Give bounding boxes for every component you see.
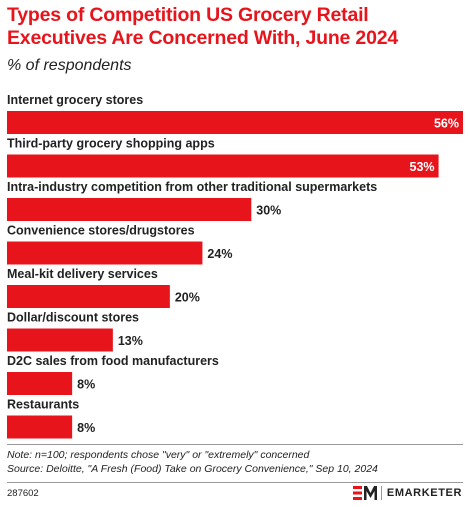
category-label: Convenience stores/drugstores	[7, 224, 195, 238]
category-label: Meal-kit delivery services	[7, 267, 158, 281]
notes-divider	[7, 444, 463, 445]
bar	[7, 328, 113, 352]
chart-notes: Note: n=100; respondents chose "very" or…	[7, 449, 467, 476]
chart-id: 287602	[7, 488, 39, 499]
value-label: 8%	[77, 378, 95, 392]
value-label: 24%	[207, 247, 232, 261]
footer-divider	[7, 482, 463, 483]
category-label: Restaurants	[7, 398, 79, 412]
brand-name: EMARKETER	[386, 487, 462, 499]
bar	[7, 198, 252, 221]
category-label: D2C sales from food manufacturers	[7, 354, 219, 368]
value-label: 13%	[118, 334, 143, 348]
value-label: 30%	[256, 204, 281, 218]
category-label: Intra-industry competition from other tr…	[7, 180, 377, 194]
value-label: 20%	[175, 291, 200, 305]
bar	[7, 285, 170, 308]
brand-separator	[380, 486, 382, 500]
value-label: 8%	[77, 421, 95, 435]
value-label: 53%	[410, 160, 435, 174]
bar	[7, 241, 203, 265]
category-label: Dollar/discount stores	[7, 311, 139, 325]
brand: EMARKETER	[352, 484, 462, 502]
bar	[7, 111, 463, 134]
em-logo-icon	[352, 486, 377, 500]
bar	[7, 154, 439, 178]
bar-chart: Internet grocery stores 56% Third-party gr…	[7, 93, 463, 439]
category-label: Third-party grocery shopping apps	[7, 137, 215, 151]
category-label: Internet grocery stores	[7, 93, 143, 107]
chart-title: Types of Competition US Grocery Retail E…	[7, 4, 398, 49]
source-text: Source: Deloitte, "A Fresh (Food) Take o…	[7, 462, 378, 475]
value-label: 56%	[434, 117, 459, 131]
bar	[7, 372, 73, 395]
bar	[7, 415, 73, 439]
chart-subtitle: % of respondents	[7, 57, 132, 74]
note-text: Note: n=100; respondents chose "very" or…	[7, 449, 310, 461]
